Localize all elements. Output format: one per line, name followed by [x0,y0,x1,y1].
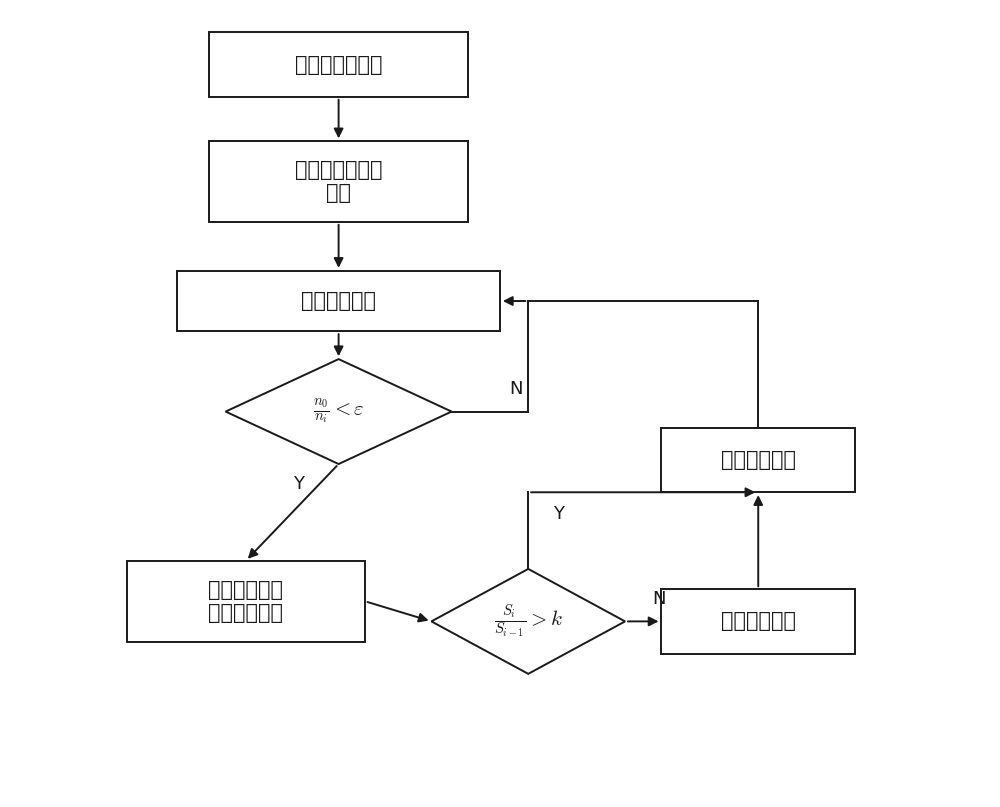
Text: Y: Y [553,505,564,524]
Text: N: N [652,590,666,608]
Text: N: N [509,380,523,398]
Text: 更新目标模版: 更新目标模版 [721,450,796,470]
Text: Y: Y [293,475,304,493]
FancyBboxPatch shape [209,141,468,222]
Text: 更新目标区域: 更新目标区域 [721,612,796,631]
Text: $\frac{S_i}{S_{i-1}} > k$: $\frac{S_i}{S_{i-1}} > k$ [494,603,563,640]
FancyBboxPatch shape [127,561,365,642]
Text: 读取下一帧图像: 读取下一帧图像 [295,55,382,74]
Text: 光流运动估计: 光流运动估计 [301,291,376,311]
FancyBboxPatch shape [177,271,500,331]
Text: 获取目标所在
位置前景区域: 获取目标所在 位置前景区域 [208,579,283,623]
Polygon shape [226,359,452,464]
FancyBboxPatch shape [209,32,468,97]
Text: $\frac{n_0}{n_i} < \varepsilon$: $\frac{n_0}{n_i} < \varepsilon$ [313,397,364,426]
FancyBboxPatch shape [661,428,855,492]
Text: 获取上一帧目标
模版: 获取上一帧目标 模版 [295,160,382,203]
FancyBboxPatch shape [661,589,855,654]
Polygon shape [431,569,625,674]
